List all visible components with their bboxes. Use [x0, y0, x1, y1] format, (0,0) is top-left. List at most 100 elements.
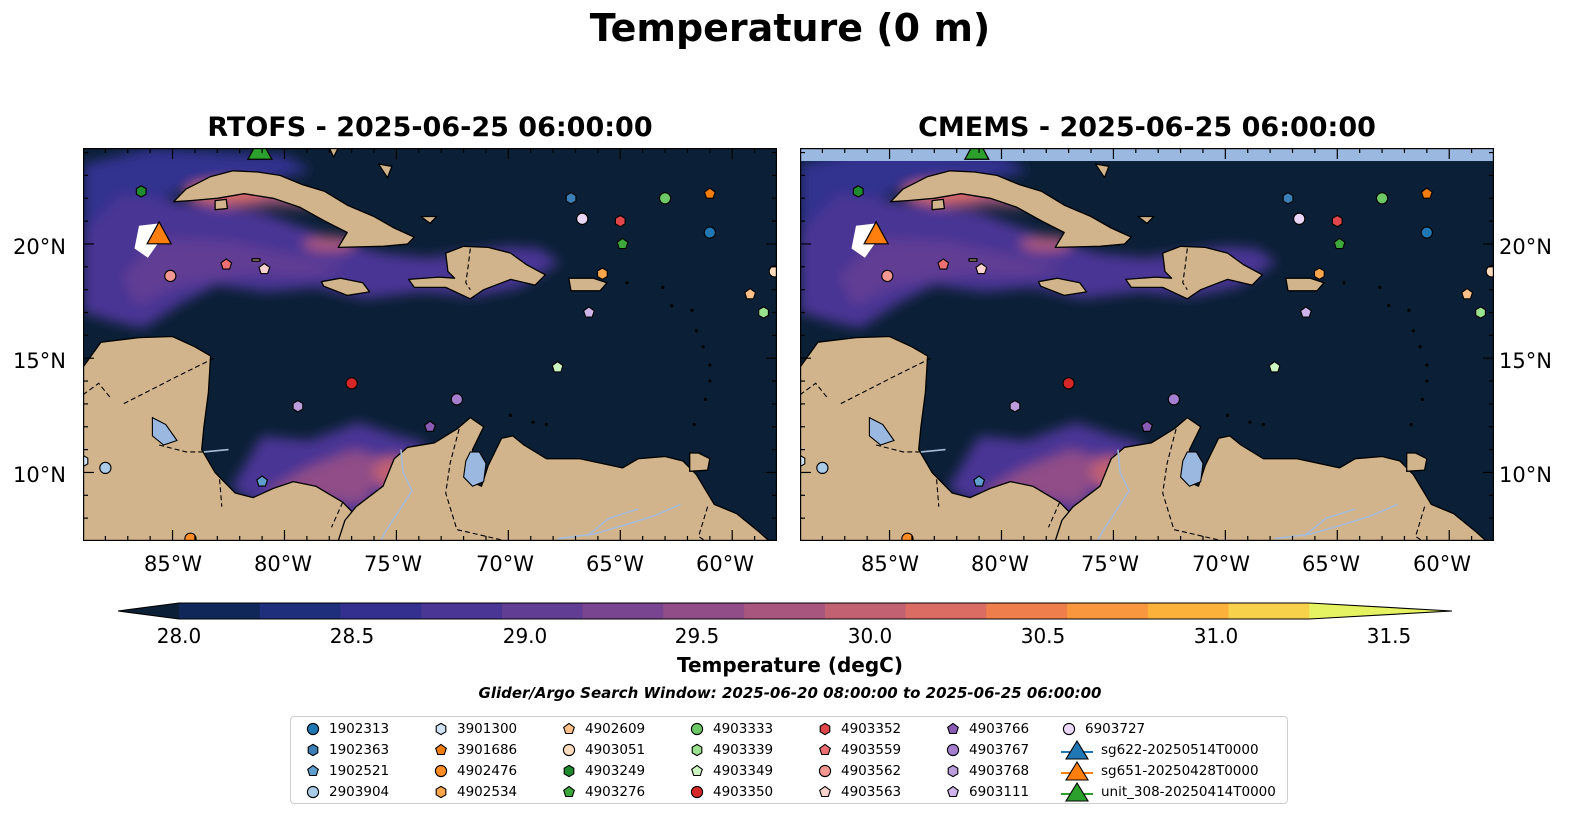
float-marker-4903339 — [758, 306, 769, 319]
land-hispaniola — [408, 245, 546, 300]
legend-entry: 4903350 — [689, 782, 773, 802]
float-marker-3901686 — [703, 187, 716, 199]
figure-title: Temperature (0 m) — [589, 6, 991, 50]
legend-marker-icon — [819, 743, 831, 756]
float-marker-4903333 — [658, 192, 672, 205]
colorbar-segment — [824, 603, 907, 619]
float-marker-4903349 — [551, 361, 564, 373]
legend-entry: 1902313 — [305, 719, 389, 739]
legend-entry: unit_308-20250414T0000 — [1061, 782, 1276, 802]
float-marker-4903767 — [450, 393, 464, 406]
float-marker-4903559 — [220, 258, 233, 270]
float-marker-4903333 — [1375, 192, 1389, 205]
float-marker-4902534 — [1313, 267, 1325, 280]
lakes — [151, 416, 487, 487]
no-data-band — [800, 148, 1494, 161]
float-marker-4903559 — [937, 258, 950, 270]
legend-marker-icon — [435, 785, 447, 799]
float-marker-4903766 — [1141, 420, 1153, 432]
legend-entry: 4903766 — [945, 719, 1029, 739]
land-cuba — [173, 170, 415, 249]
colorbar — [117, 599, 1454, 627]
float-marker-1902363 — [1282, 192, 1294, 205]
legend-label: 4903051 — [585, 742, 646, 758]
legend-label: 3901300 — [457, 721, 518, 737]
glider-legend-marker-icon — [1061, 740, 1093, 760]
float-marker-1902363 — [565, 192, 577, 205]
legend-label: 4903563 — [841, 784, 902, 800]
legend-marker-icon — [435, 722, 447, 736]
colorbar-segment — [259, 603, 342, 619]
float-marker-4902534 — [596, 267, 608, 280]
legend-marker-icon — [563, 785, 575, 798]
legend-marker-icon — [306, 722, 320, 736]
legend-marker-icon — [434, 764, 448, 778]
colorbar-tick-label: 28.5 — [329, 624, 375, 648]
legend-marker-icon — [690, 722, 704, 736]
colorbar-tick-label: 29.5 — [674, 624, 720, 648]
land-puertoRico — [568, 277, 608, 292]
land-cuba — [890, 170, 1132, 249]
legend-label: 4903767 — [969, 742, 1030, 758]
legend-marker-icon — [307, 743, 319, 757]
colorbar-segment — [1147, 603, 1230, 619]
legend-label: 1902313 — [329, 721, 390, 737]
colorbar-segment — [905, 603, 987, 619]
glider-marker-sg651-20250428T0000 — [863, 220, 890, 245]
colorbar-segment — [986, 603, 1068, 619]
float-marker-4902476 — [901, 532, 914, 541]
legend-entry: 4902476 — [433, 761, 517, 781]
rtofs-map — [83, 148, 777, 541]
legend-label: 4903276 — [585, 784, 646, 800]
colorbar-segment — [1067, 603, 1149, 619]
legend-entry: 4903563 — [817, 782, 901, 802]
float-marker-6903727 — [1293, 212, 1306, 225]
float-marker-4903249 — [852, 185, 864, 198]
legend-label: 1902363 — [329, 742, 390, 758]
lon-label: 60°W — [696, 552, 754, 576]
land-bahamas1 — [328, 148, 339, 158]
legend-marker-icon — [690, 785, 704, 799]
land-hispaniola — [1125, 245, 1263, 300]
legend-label: 4903768 — [969, 763, 1030, 779]
legend-entry: sg622-20250514T0000 — [1061, 740, 1259, 760]
float-marker-6903727 — [576, 212, 589, 225]
argo-floats — [800, 148, 1494, 541]
legend-marker-icon — [306, 785, 320, 799]
legend-entry: sg651-20250428T0000 — [1061, 761, 1259, 781]
float-marker-4902609 — [744, 287, 757, 300]
lon-label: 80°W — [971, 552, 1029, 576]
lon-label: 70°W — [1192, 552, 1250, 576]
colorbar-tick-label: 30.0 — [847, 624, 893, 648]
legend-marker-icon — [819, 785, 831, 798]
float-marker-4903562 — [881, 269, 894, 283]
search-window-caption: Glider/Argo Search Window: 2025-06-20 08… — [478, 684, 1102, 702]
legend-label: 4903766 — [969, 721, 1030, 737]
legend-entry: 3901686 — [433, 740, 517, 760]
legend-marker-icon — [819, 722, 831, 736]
float-marker-4903276 — [616, 237, 629, 250]
legend-label: 3901686 — [457, 742, 518, 758]
glider-legend-marker-icon — [1061, 761, 1093, 781]
colorbar-segment — [582, 603, 664, 619]
rtofs-panel-title: RTOFS - 2025-06-25 06:00:00 — [207, 112, 653, 143]
float-marker-4903051 — [1485, 265, 1494, 278]
legend-label: unit_308-20250414T0000 — [1101, 784, 1276, 800]
legend-entry: 4903333 — [689, 719, 773, 739]
float-marker-4903563 — [258, 262, 271, 275]
float-marker-4903350 — [345, 377, 358, 390]
glider-marker-sg651-20250428T0000 — [146, 220, 173, 245]
lon-label: 75°W — [1081, 552, 1139, 576]
lakes — [868, 416, 1204, 487]
float-marker-1902521 — [256, 475, 269, 487]
legend-label: 4903333 — [713, 721, 774, 737]
argo-floats — [83, 148, 777, 541]
float-marker-2903904 — [816, 461, 829, 475]
cmems-map — [800, 148, 1494, 541]
legend-label: 4903559 — [841, 742, 902, 758]
legend-entry: 4903767 — [945, 740, 1029, 760]
colorbar-title: Temperature (degC) — [677, 653, 903, 677]
float-marker-1902313 — [1420, 226, 1433, 239]
float-marker-2903904 — [99, 461, 112, 475]
float-marker-4903766 — [424, 420, 436, 432]
